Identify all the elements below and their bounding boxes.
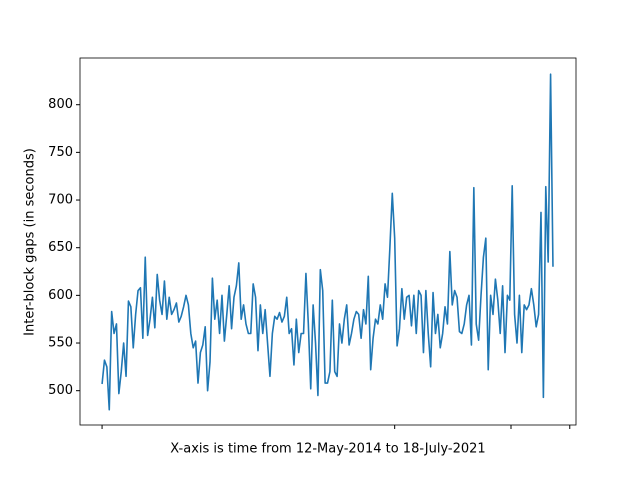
y-tick-label: 750 — [48, 145, 73, 160]
plot-frame — [79, 57, 577, 426]
x-axis-label: X-axis is time from 12-May-2014 to 18-Ju… — [170, 442, 485, 457]
y-tick-label: 500 — [48, 383, 73, 398]
data-line — [101, 73, 554, 411]
y-tick-label: 700 — [48, 193, 73, 208]
y-tick-label: 600 — [48, 288, 73, 303]
y-tick-label: 800 — [48, 97, 73, 112]
y-tick-label: 650 — [48, 240, 73, 255]
y-tick-label: 550 — [48, 336, 73, 351]
y-axis-label: Inter-block gaps (in seconds) — [23, 148, 38, 336]
